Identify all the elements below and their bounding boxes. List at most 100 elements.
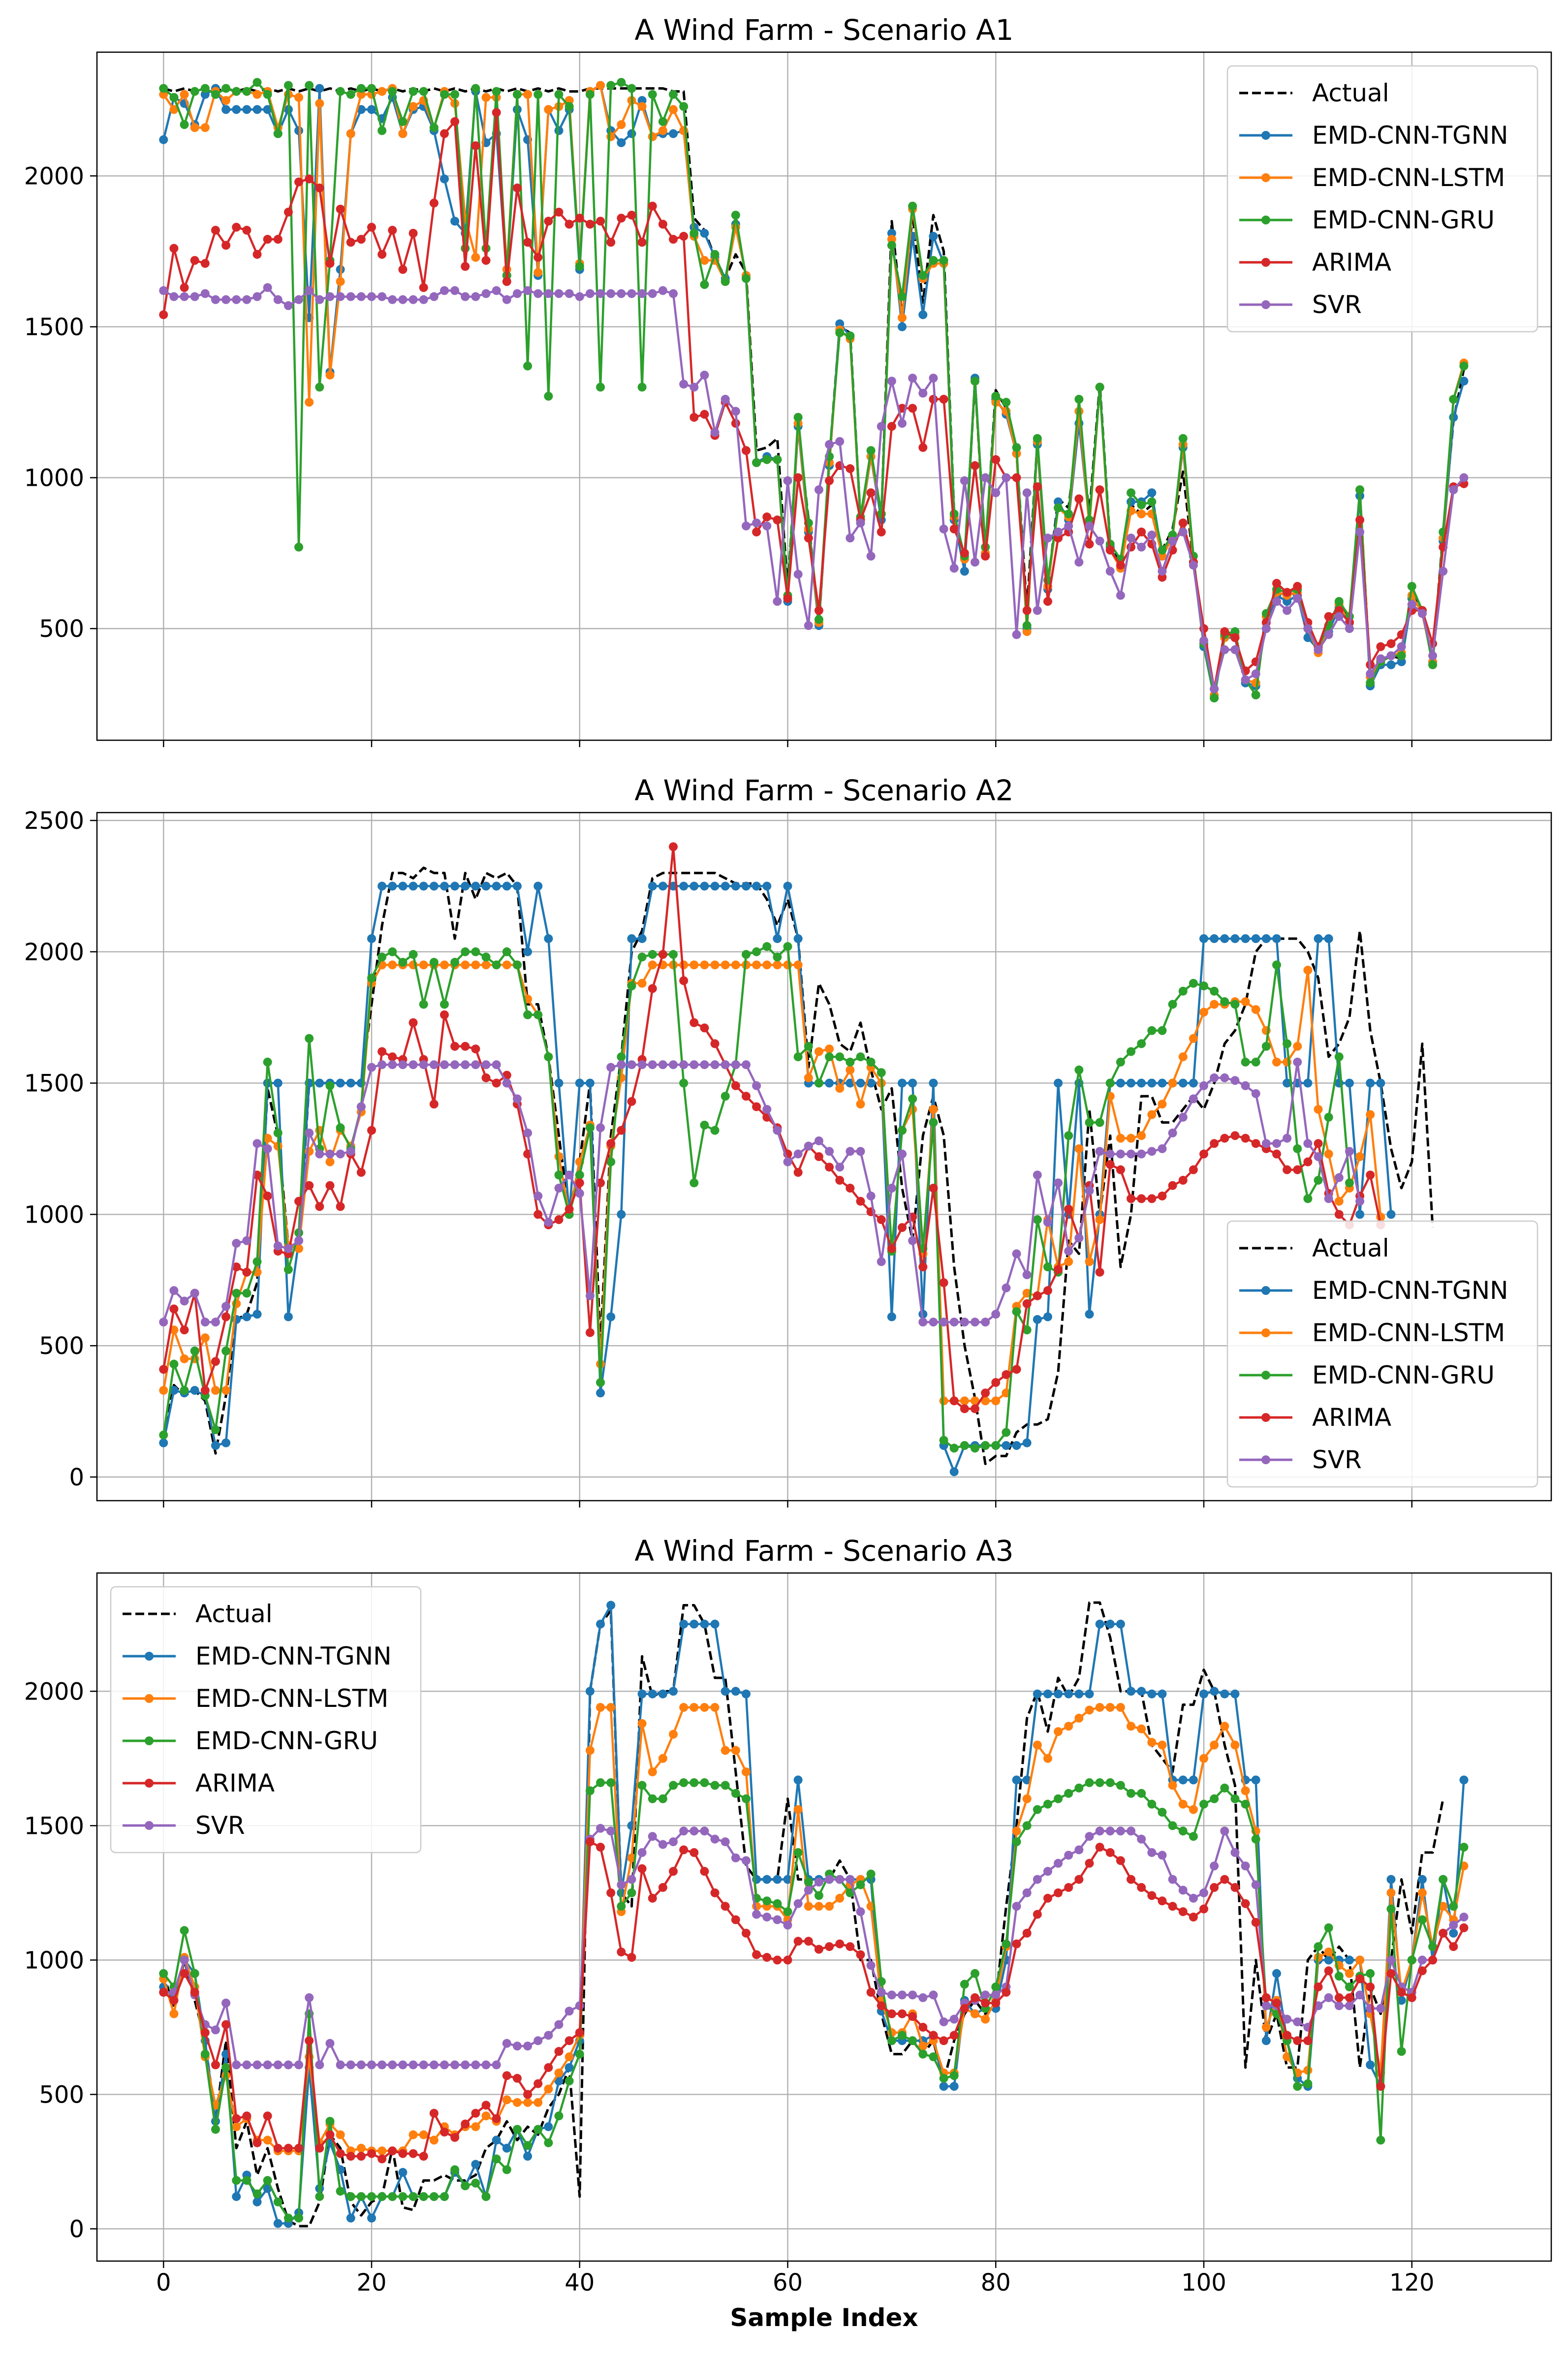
data-point <box>1230 645 1240 655</box>
data-point <box>263 235 272 244</box>
data-point <box>731 1915 740 1924</box>
data-point <box>544 1218 553 1227</box>
data-point <box>356 1168 366 1177</box>
data-point <box>710 1060 720 1070</box>
axes-frame <box>96 1572 1552 2262</box>
data-point <box>669 1060 678 1070</box>
data-point <box>606 1888 616 1897</box>
data-point <box>1272 1139 1281 1148</box>
data-point <box>825 1078 834 1088</box>
data-point <box>887 1244 896 1253</box>
data-point <box>1303 966 1313 975</box>
legend-entry-label: Actual <box>195 1600 273 1628</box>
data-point <box>1116 561 1125 570</box>
data-point <box>232 105 241 114</box>
data-point <box>1033 1689 1042 1699</box>
data-point <box>1199 1689 1209 1699</box>
data-point <box>825 1044 834 1054</box>
data-point <box>679 1826 689 1836</box>
data-point <box>648 1060 657 1070</box>
data-point <box>814 1891 823 1900</box>
data-point <box>1334 612 1344 621</box>
data-point <box>918 388 928 398</box>
data-point <box>637 1689 647 1699</box>
data-point <box>1303 1194 1313 1203</box>
data-point <box>752 527 761 536</box>
data-point <box>658 126 667 135</box>
data-point <box>180 292 189 301</box>
data-point <box>1054 503 1063 512</box>
data-point <box>617 138 626 147</box>
data-point <box>1251 1880 1260 1889</box>
data-point <box>637 1781 647 1790</box>
data-point <box>450 2060 460 2070</box>
data-point <box>814 1047 823 1056</box>
data-point <box>804 1886 813 1895</box>
data-point <box>367 1063 376 1072</box>
data-point <box>419 2060 428 2070</box>
chart-3: 0 20 40 60 80 100 120 0 500 1000 1500 2000 A Wind Fa… <box>24 1534 1552 2332</box>
data-point <box>731 1081 740 1090</box>
data-point <box>1324 1955 1333 1965</box>
data-point <box>908 404 917 413</box>
data-point <box>450 286 460 295</box>
data-point <box>1189 1805 1198 1814</box>
data-point <box>200 289 210 298</box>
data-point <box>617 1060 626 1070</box>
data-point <box>1033 482 1042 491</box>
data-point <box>336 1149 345 1159</box>
data-point <box>273 2143 282 2153</box>
data-point <box>211 1425 220 1434</box>
data-point <box>1189 1832 1198 1841</box>
data-point <box>305 81 314 90</box>
data-point <box>741 1060 751 1070</box>
data-point <box>1137 1194 1146 1203</box>
data-point <box>211 225 220 235</box>
data-point <box>367 934 376 944</box>
data-point <box>1324 1194 1333 1203</box>
legend-swatch-marker <box>1261 258 1270 267</box>
data-point <box>1189 1078 1198 1088</box>
data-point <box>294 2143 304 2153</box>
data-point <box>439 1010 449 1019</box>
data-point <box>471 2108 480 2118</box>
data-point <box>471 84 480 93</box>
data-point <box>388 225 397 235</box>
data-point <box>710 428 720 437</box>
data-point <box>1251 1834 1260 1844</box>
data-point <box>429 1100 439 1109</box>
data-point <box>481 952 491 962</box>
data-point <box>804 534 813 543</box>
data-point <box>1449 412 1458 422</box>
data-point <box>804 1041 813 1051</box>
data-point <box>305 398 314 407</box>
data-point <box>1210 1740 1219 1750</box>
data-point <box>887 2036 896 2045</box>
data-point <box>356 2152 366 2161</box>
data-point <box>367 2192 376 2201</box>
data-point <box>658 117 667 126</box>
data-point <box>929 374 938 383</box>
legend-swatch-marker <box>1261 131 1270 140</box>
data-point <box>1220 997 1229 1007</box>
data-point <box>773 1899 782 1908</box>
data-point <box>471 141 480 151</box>
data-point <box>648 289 657 298</box>
data-point <box>533 2079 543 2088</box>
data-point <box>356 2060 366 2070</box>
data-point <box>533 2125 543 2134</box>
data-point <box>596 382 605 392</box>
data-point <box>554 1215 564 1225</box>
data-point <box>741 950 751 959</box>
data-point <box>877 1987 886 1997</box>
data-point <box>450 2133 460 2142</box>
data-point <box>856 1950 865 1959</box>
data-point <box>835 1052 845 1062</box>
data-point <box>1095 1778 1104 1787</box>
data-point <box>232 87 241 96</box>
data-point <box>1043 1312 1052 1322</box>
data-point <box>658 1754 667 1763</box>
data-point <box>929 2031 938 2040</box>
data-point <box>190 1346 199 1355</box>
data-point <box>1334 1993 1344 2002</box>
